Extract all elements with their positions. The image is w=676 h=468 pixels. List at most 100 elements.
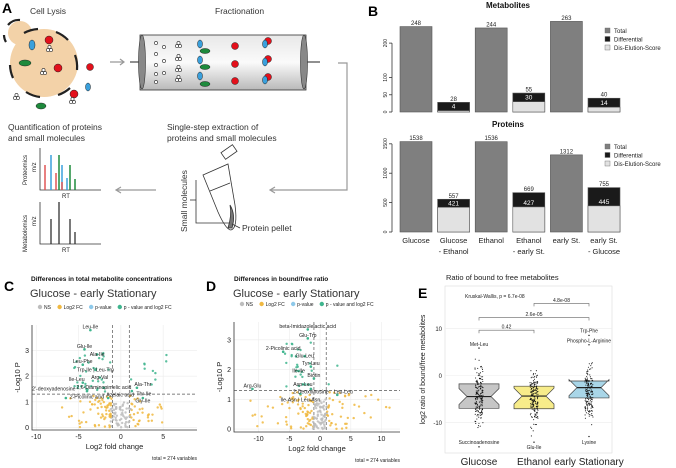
data-point xyxy=(588,415,590,417)
bar-value-label: 28 xyxy=(450,97,457,103)
data-point xyxy=(320,413,323,416)
legend-swatch xyxy=(604,152,611,158)
proteomics-rt-label: RT xyxy=(62,194,70,200)
bar-value-label: 755 xyxy=(599,182,610,188)
data-point xyxy=(256,424,259,428)
data-point xyxy=(114,418,117,422)
data-point xyxy=(109,420,112,423)
legend-label: Total xyxy=(614,145,627,151)
data-point xyxy=(531,391,533,393)
data-point xyxy=(590,382,592,384)
data-point xyxy=(591,390,593,392)
labeled-data-point xyxy=(588,334,590,337)
data-point xyxy=(251,414,254,417)
data-point xyxy=(481,396,483,398)
data-point xyxy=(590,385,592,387)
data-point xyxy=(136,422,139,426)
data-point xyxy=(114,416,117,419)
data-point xyxy=(477,387,479,389)
data-point xyxy=(297,398,300,401)
data-point xyxy=(346,416,350,420)
x-tick-label: 5 xyxy=(161,434,165,441)
data-point xyxy=(531,403,533,405)
data-point xyxy=(305,425,308,428)
data-point xyxy=(284,415,288,419)
data-point xyxy=(475,377,477,379)
bar-inner-label: 421 xyxy=(448,200,459,207)
data-point xyxy=(288,406,291,410)
arrow-right-icon xyxy=(110,58,125,66)
data-point xyxy=(299,373,302,376)
data-point xyxy=(75,360,78,363)
data-point xyxy=(482,394,484,396)
data-point xyxy=(476,392,478,394)
data-point xyxy=(588,363,590,365)
extraction-label-line1: Single-step extraction of xyxy=(167,122,259,132)
bar-total xyxy=(474,141,508,233)
labeled-data-point xyxy=(588,435,590,438)
point-label: Glu-Leu xyxy=(295,354,314,360)
panel-label-d: D xyxy=(206,278,216,294)
data-point xyxy=(586,401,588,403)
data-point xyxy=(475,390,477,392)
data-point xyxy=(590,404,593,406)
data-point xyxy=(297,384,300,388)
data-point xyxy=(588,394,590,396)
data-point xyxy=(266,405,270,408)
bar-value-label: 557 xyxy=(449,194,460,200)
labeled-data-point xyxy=(83,348,86,351)
data-point xyxy=(127,421,130,424)
data-point xyxy=(108,402,111,405)
data-point xyxy=(102,400,106,404)
data-point xyxy=(121,421,124,425)
data-point xyxy=(119,405,122,409)
legend-swatch xyxy=(604,160,611,167)
data-point xyxy=(481,400,483,402)
data-point xyxy=(534,409,536,411)
panel-a-workflow-diagram: A Cell Lysis Fractionation xyxy=(2,0,348,254)
data-point xyxy=(529,385,531,387)
data-point xyxy=(100,405,103,409)
data-point xyxy=(87,361,90,364)
bar-value-label: 1312 xyxy=(560,149,574,155)
data-point xyxy=(591,406,593,408)
data-point xyxy=(116,423,119,426)
data-point xyxy=(592,407,594,409)
data-point xyxy=(479,375,481,377)
panel-label-e: E xyxy=(418,285,427,301)
data-point xyxy=(475,385,477,387)
data-point xyxy=(353,403,356,407)
y-tick-label: 500 xyxy=(383,198,389,207)
point-label: 2-Picolinic acid xyxy=(70,395,105,401)
data-point xyxy=(535,376,538,378)
caption: total = 274 variables xyxy=(355,458,400,464)
labeled-data-point xyxy=(299,392,302,396)
labeled-data-point xyxy=(95,353,99,356)
bar-value-label: 263 xyxy=(561,16,572,22)
data-point xyxy=(478,395,480,397)
data-point xyxy=(536,374,538,376)
data-point xyxy=(475,406,477,408)
legend-dot xyxy=(319,301,324,307)
data-point xyxy=(304,395,307,399)
data-point xyxy=(84,420,88,424)
data-point xyxy=(285,420,288,423)
data-point xyxy=(109,404,113,407)
data-point xyxy=(79,385,83,388)
labeled-data-point xyxy=(335,393,339,397)
data-point xyxy=(585,378,587,381)
category-label: Glucose xyxy=(440,236,468,245)
data-point xyxy=(534,413,536,415)
data-point xyxy=(530,405,532,407)
data-point xyxy=(107,368,110,371)
x-tick-label: 0 xyxy=(318,436,322,443)
data-point xyxy=(478,422,480,424)
data-point xyxy=(533,386,535,388)
data-point xyxy=(311,420,315,424)
data-point xyxy=(480,401,482,403)
data-point xyxy=(586,371,588,373)
data-point xyxy=(592,405,594,407)
data-point xyxy=(587,369,589,371)
data-point xyxy=(531,400,533,402)
labeled-data-point xyxy=(130,389,134,393)
